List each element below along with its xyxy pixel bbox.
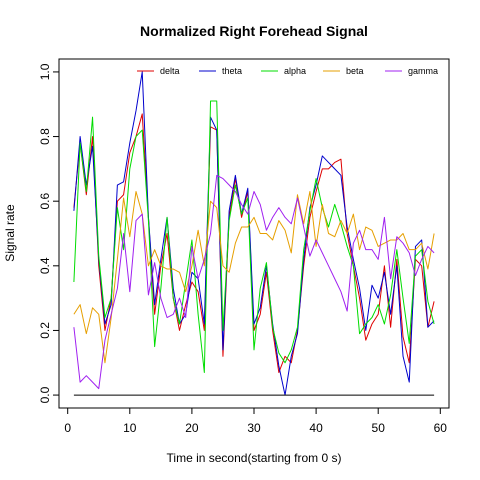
y-tick-label: 0.4 <box>38 257 52 274</box>
y-axis: 0.0 0.2 0.4 0.6 0.8 1.0 <box>38 63 60 403</box>
series-line-beta <box>73 190 435 364</box>
legend-label-alpha: alpha <box>284 66 306 76</box>
x-tick-label: 20 <box>185 421 199 435</box>
series-lines <box>73 71 435 396</box>
legend-label-delta: delta <box>160 66 180 76</box>
x-axis: 0 10 20 30 40 50 60 <box>64 407 448 435</box>
y-tick-label: 0.6 <box>38 193 52 210</box>
series-line-gamma <box>73 174 435 390</box>
x-tick-label: 60 <box>434 421 448 435</box>
series-line-theta <box>73 71 435 396</box>
y-tick-label: 0.0 <box>38 386 52 403</box>
x-tick-label: 30 <box>247 421 261 435</box>
x-tick-label: 0 <box>64 421 71 435</box>
x-tick-label: 10 <box>123 421 137 435</box>
x-tick-label: 50 <box>372 421 386 435</box>
legend: delta theta alpha beta gamma <box>137 66 438 76</box>
y-tick-label: 0.8 <box>38 128 52 145</box>
series-line-alpha <box>73 100 435 373</box>
x-tick-label: 40 <box>309 421 323 435</box>
series-line-delta <box>73 113 435 373</box>
legend-label-gamma: gamma <box>408 66 438 76</box>
y-tick-label: 1.0 <box>38 63 52 80</box>
chart-title: Normalized Right Forehead Signal <box>140 23 368 39</box>
legend-label-theta: theta <box>222 66 242 76</box>
x-axis-label: Time in second(starting from 0 s) <box>167 451 342 465</box>
y-axis-label: Signal rate <box>3 204 17 262</box>
plot-frame <box>58 58 450 409</box>
legend-label-beta: beta <box>346 66 364 76</box>
y-tick-label: 0.2 <box>38 322 52 339</box>
